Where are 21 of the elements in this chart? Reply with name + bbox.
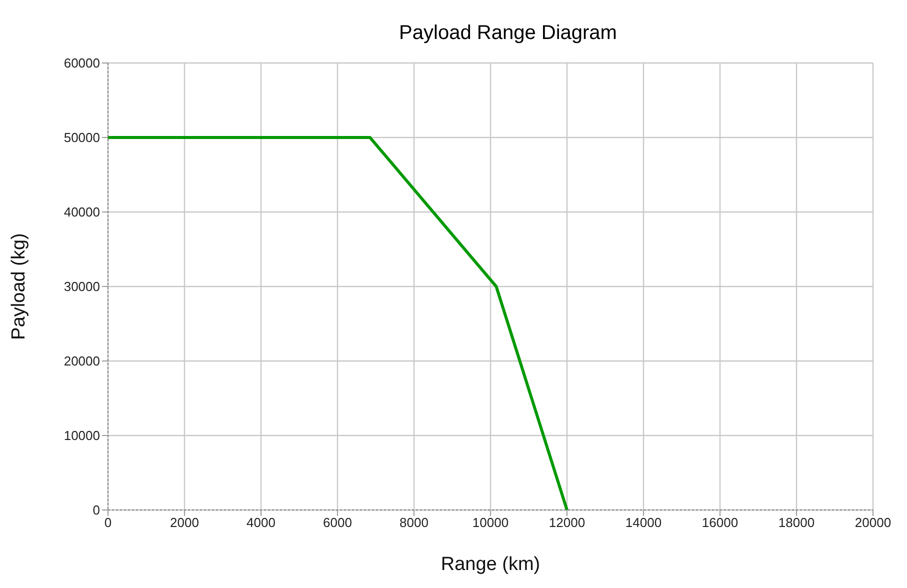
y-tick-label: 10000 [64,428,100,444]
x-tick-label: 0 [104,515,112,530]
y-tick-label: 0 [92,502,100,518]
x-tick-label: 18000 [778,515,815,530]
x-tick-label: 20000 [854,515,892,530]
y-tick-label: 50000 [64,130,100,146]
y-axis-title: Payload (kg) [8,233,30,340]
y-tick-label: 30000 [64,279,100,294]
x-tick-label: 12000 [548,515,586,530]
y-tick-label: 40000 [64,204,100,220]
chart-title: Payload Range Diagram [398,22,618,45]
x-tick-label: 2000 [170,515,199,530]
x-axis-title: Range (km) [440,554,540,575]
x-tick-label: 14000 [625,515,662,530]
y-tick-label: 20000 [64,354,100,369]
x-tick-label: 10000 [472,515,509,530]
x-tick-label: 4000 [246,515,276,530]
x-tick-label: 16000 [702,515,738,530]
x-tick-label: 8000 [400,515,428,530]
x-tick-label: 6000 [323,515,352,530]
y-tick-label: 60000 [64,56,100,71]
